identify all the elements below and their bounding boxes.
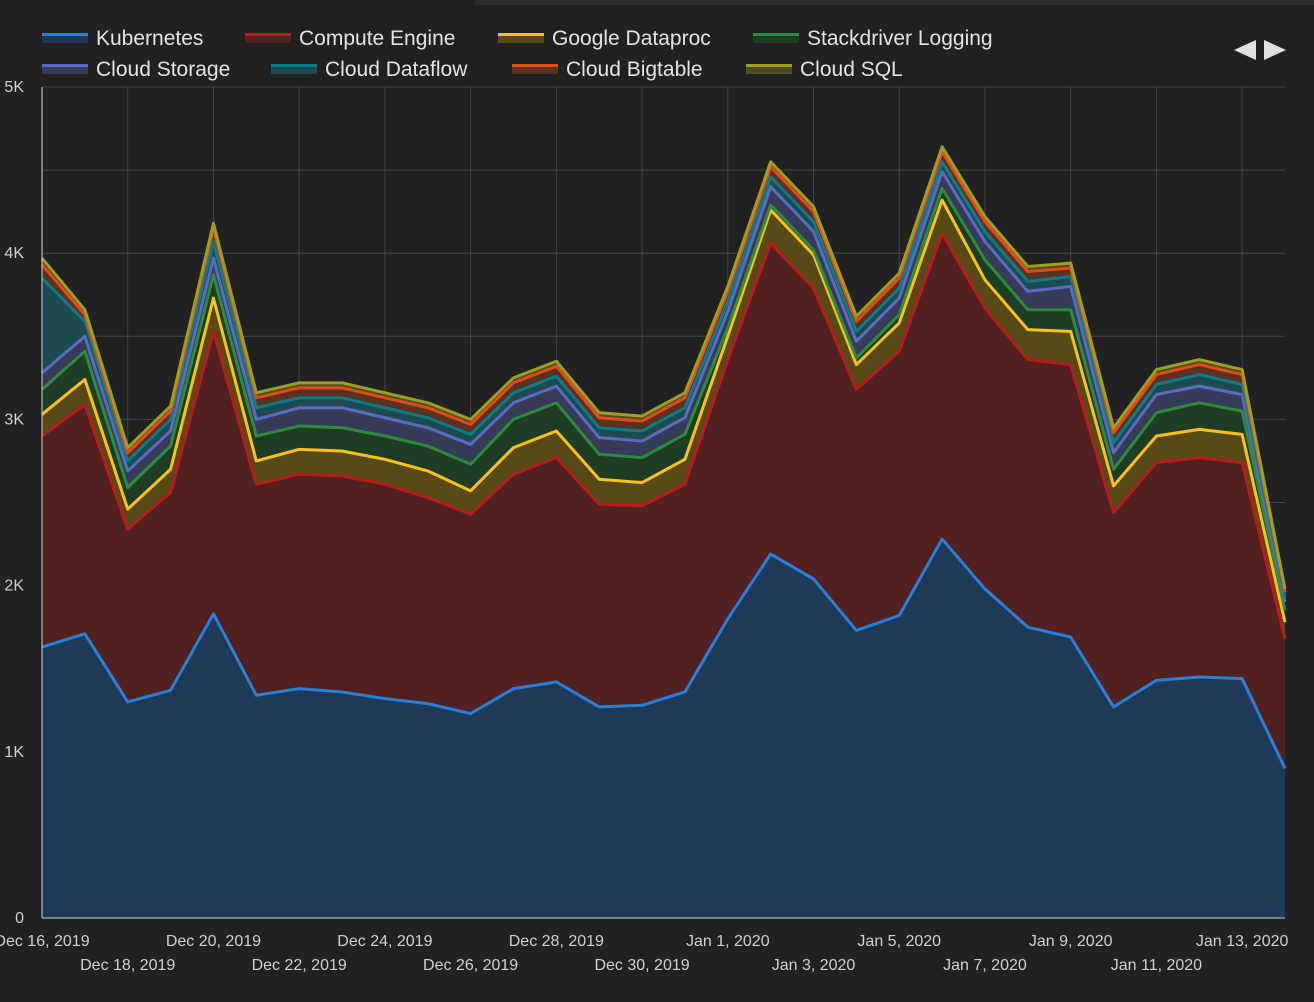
- legend-item[interactable]: Google Dataproc: [498, 27, 711, 50]
- line-stackdriver-logging[interactable]: [41, 186, 1287, 611]
- area-kubernetes: [42, 539, 1285, 918]
- x-tick-label: Jan 11, 2020: [1111, 957, 1202, 974]
- legend-swatch: [42, 64, 88, 74]
- legend-swatch: [512, 64, 558, 74]
- legend: Kubernetes Compute Engine Google Dataproc S…: [42, 27, 993, 81]
- legend-label: Cloud Storage: [96, 58, 230, 81]
- legend-label: Cloud Dataflow: [325, 58, 468, 81]
- legend-swatch-line: [746, 64, 792, 67]
- legend-swatch-line: [753, 33, 799, 36]
- x-tick-label: Dec 28, 2019: [509, 933, 604, 950]
- axes: [41, 87, 1285, 919]
- legend-swatch: [498, 33, 544, 43]
- legend-label: Compute Engine: [299, 27, 455, 50]
- area-series: [42, 146, 1285, 918]
- legend-swatch-line: [498, 33, 544, 36]
- top-scroll-edge: [475, 0, 1314, 5]
- x-tick-label: Jan 1, 2020: [686, 933, 770, 950]
- y-tick-label: 5K: [4, 79, 24, 96]
- legend-swatch-line: [245, 33, 291, 36]
- next-page-icon[interactable]: [1264, 40, 1286, 60]
- legend-swatch-line: [42, 64, 88, 67]
- x-tick-label: Dec 20, 2019: [166, 933, 261, 950]
- legend-item[interactable]: Cloud SQL: [746, 58, 903, 81]
- legend-label: Cloud Bigtable: [566, 58, 703, 81]
- y-axis-ticks: 0 1K 2K 3K 4K 5K: [4, 79, 24, 927]
- x-axis-ticks: Dec 16, 2019 Dec 18, 2019 Dec 20, 2019 Dec …: [0, 933, 1288, 974]
- y-tick-label: 3K: [4, 411, 24, 428]
- x-tick-label: Jan 9, 2020: [1029, 933, 1113, 950]
- legend-pager: [1234, 40, 1286, 60]
- legend-swatch: [753, 33, 799, 43]
- x-tick-label: Dec 26, 2019: [423, 957, 518, 974]
- legend-swatch: [271, 64, 317, 74]
- y-tick-label: 1K: [4, 744, 24, 761]
- legend-swatch-line: [42, 33, 88, 36]
- legend-item[interactable]: Cloud Dataflow: [271, 58, 468, 81]
- x-tick-label: Jan 5, 2020: [857, 933, 941, 950]
- y-tick-label: 2K: [4, 578, 24, 595]
- x-tick-label: Jan 13, 2020: [1196, 933, 1289, 950]
- x-tick-label: Dec 24, 2019: [337, 933, 432, 950]
- legend-swatch: [42, 33, 88, 43]
- y-tick-label: 4K: [4, 245, 24, 262]
- line-cloud-storage[interactable]: [41, 170, 1287, 603]
- x-tick-label: Dec 22, 2019: [252, 957, 347, 974]
- legend-label: Stackdriver Logging: [807, 27, 993, 50]
- legend-label: Cloud SQL: [800, 58, 903, 81]
- line-cloud-dataflow[interactable]: [40, 160, 1287, 598]
- legend-swatch: [245, 33, 291, 43]
- series-lines: [40, 145, 1287, 770]
- legend-swatch-line: [271, 64, 317, 67]
- x-tick-label: Jan 3, 2020: [772, 957, 856, 974]
- legend-item[interactable]: Cloud Bigtable: [512, 58, 703, 81]
- legend-item[interactable]: Cloud Storage: [42, 58, 230, 81]
- legend-item[interactable]: Compute Engine: [245, 27, 455, 50]
- x-tick-label: Jan 7, 2020: [943, 957, 1027, 974]
- prev-page-icon[interactable]: [1234, 40, 1256, 60]
- legend-swatch: [746, 64, 792, 74]
- line-google-dataproc[interactable]: [41, 198, 1287, 623]
- line-compute-engine[interactable]: [41, 231, 1287, 640]
- legend-item[interactable]: Kubernetes: [42, 27, 203, 50]
- area-compute-engine: [42, 233, 1285, 769]
- x-tick-label: Dec 16, 2019: [0, 933, 90, 950]
- x-tick-label: Dec 18, 2019: [80, 957, 175, 974]
- line-kubernetes[interactable]: [41, 537, 1287, 770]
- legend-label: Kubernetes: [96, 27, 203, 50]
- legend-swatch-line: [512, 64, 558, 67]
- legend-item[interactable]: Stackdriver Logging: [753, 27, 993, 50]
- legend-label: Google Dataproc: [552, 27, 711, 50]
- line-cloud-sql[interactable]: [40, 145, 1287, 590]
- x-tick-label: Dec 30, 2019: [594, 957, 689, 974]
- y-tick-label: 0: [15, 910, 24, 927]
